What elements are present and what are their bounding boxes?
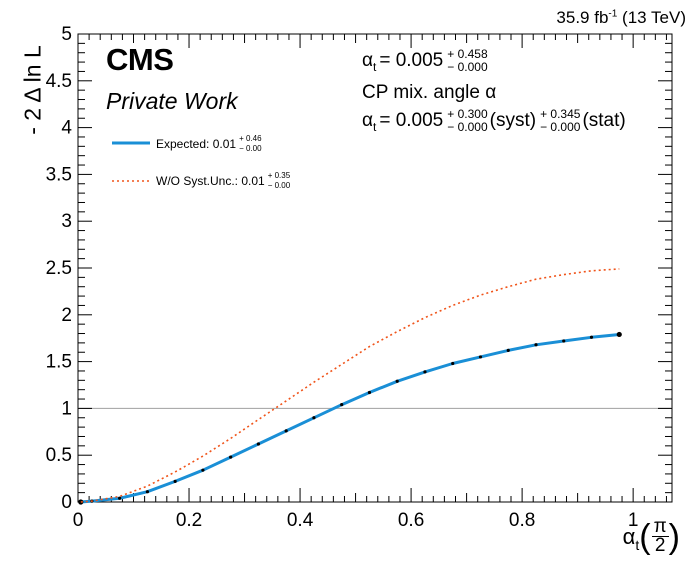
y-tick-label: 4 <box>61 118 72 139</box>
data-point <box>616 331 622 338</box>
y-tick-label: 2 <box>61 305 72 326</box>
y-axis-label: - 2 Δ ln L <box>19 45 46 135</box>
data-point <box>367 390 372 395</box>
x-tick-label: 1 <box>628 510 639 531</box>
data-point <box>478 355 483 359</box>
experiment-label: CMS <box>106 42 174 77</box>
data-point <box>201 468 205 472</box>
data-point <box>340 403 344 407</box>
y-tick-label: 0 <box>61 492 72 513</box>
y-tick-label: 1 <box>61 398 72 419</box>
data-point <box>562 339 566 343</box>
data-point <box>118 496 122 500</box>
data-point <box>229 455 233 459</box>
x-tick-label: 0 <box>73 510 84 531</box>
y-tick-label: 3.5 <box>46 164 72 185</box>
data-point <box>451 361 455 366</box>
data-point <box>173 479 177 484</box>
data-point <box>395 379 399 383</box>
data-point <box>534 343 538 347</box>
data-point <box>589 335 594 339</box>
series-line-expected <box>80 333 620 504</box>
data-point <box>423 370 427 374</box>
y-tick-label: 2.5 <box>46 258 72 279</box>
x-tick-label: 0.4 <box>287 510 314 531</box>
x-tick-label: 0.6 <box>398 510 424 531</box>
y-tick-label: 1.5 <box>46 352 72 373</box>
data-point <box>256 442 261 446</box>
luminosity-label: 35.9 fb-1 (13 TeV) <box>556 8 686 27</box>
y-tick-label: 3 <box>61 211 72 232</box>
x-tick-label: 0.2 <box>176 510 202 531</box>
data-point <box>78 499 84 505</box>
legend-entry-expected: Expected: 0.01 + 0.46− 0.00 <box>156 134 262 153</box>
private-work-label: Private Work <box>106 88 238 114</box>
y-tick-label: 4.5 <box>46 71 72 92</box>
y-tick-label: 0.5 <box>46 445 72 466</box>
data-point <box>506 348 510 352</box>
series-line-no-syst <box>80 268 620 503</box>
result-line-2: CP mix. angle α <box>362 82 497 103</box>
x-tick-label: 0.8 <box>509 510 535 531</box>
data-point <box>284 429 288 433</box>
y-tick-label: 5 <box>61 24 72 45</box>
data-point <box>312 416 316 420</box>
data-point <box>145 490 149 494</box>
legend-entry-no-syst: W/O Syst.Unc.: 0.01 + 0.35− 0.00 <box>156 171 291 190</box>
